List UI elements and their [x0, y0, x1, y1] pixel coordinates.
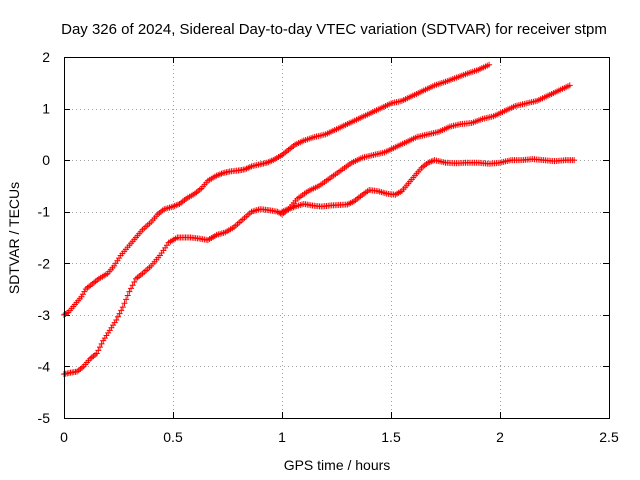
y-tick-label: -5 [38, 410, 51, 426]
x-tick-label: 1 [278, 429, 286, 445]
data-point [79, 291, 86, 298]
x-axis-label: GPS time / hours [284, 457, 391, 473]
data-point [98, 340, 105, 347]
chart-title: Day 326 of 2024, Sidereal Day-to-day VTE… [61, 21, 607, 38]
y-axis-label: SDTVAR / TECUs [6, 182, 22, 294]
axis-ticks: 0 0.5 1 1.5 2 2.5 2 1 0 -1 -2 -3 -4 -5 [38, 49, 619, 445]
plot-frame [64, 57, 610, 419]
data-point [116, 310, 123, 317]
data-point [126, 288, 133, 295]
data-points [61, 61, 578, 378]
data-point [131, 278, 138, 285]
data-point [566, 82, 573, 89]
y-tick-label: -1 [38, 204, 51, 220]
data-series-2 [61, 82, 573, 378]
x-tick-label: 0.5 [163, 429, 183, 445]
x-tick-label: 1.5 [381, 429, 401, 445]
data-point [114, 313, 121, 320]
data-point [95, 347, 102, 354]
y-tick-label: -4 [38, 358, 51, 374]
y-tick-label: 2 [42, 49, 50, 65]
data-point [78, 293, 85, 300]
data-point [96, 344, 103, 351]
data-point [118, 307, 125, 314]
grid [64, 57, 609, 418]
data-series-1 [61, 61, 493, 318]
y-tick-label: -3 [38, 307, 51, 323]
data-point [128, 285, 135, 292]
data-point [486, 61, 493, 68]
x-tick-label: 2.5 [599, 429, 619, 445]
data-point [121, 300, 128, 307]
data-series-3 [279, 156, 578, 215]
x-tick-label: 2 [496, 429, 504, 445]
data-point [113, 317, 120, 324]
data-point [119, 304, 126, 311]
data-point [123, 296, 130, 303]
data-point [124, 292, 131, 299]
y-tick-label: 0 [42, 152, 50, 168]
data-point [81, 288, 88, 295]
y-tick-label: -2 [38, 255, 51, 271]
y-tick-label: 1 [42, 101, 50, 117]
x-tick-label: 0 [60, 429, 68, 445]
data-point [571, 157, 578, 164]
data-point [93, 350, 100, 357]
data-point [129, 282, 136, 289]
